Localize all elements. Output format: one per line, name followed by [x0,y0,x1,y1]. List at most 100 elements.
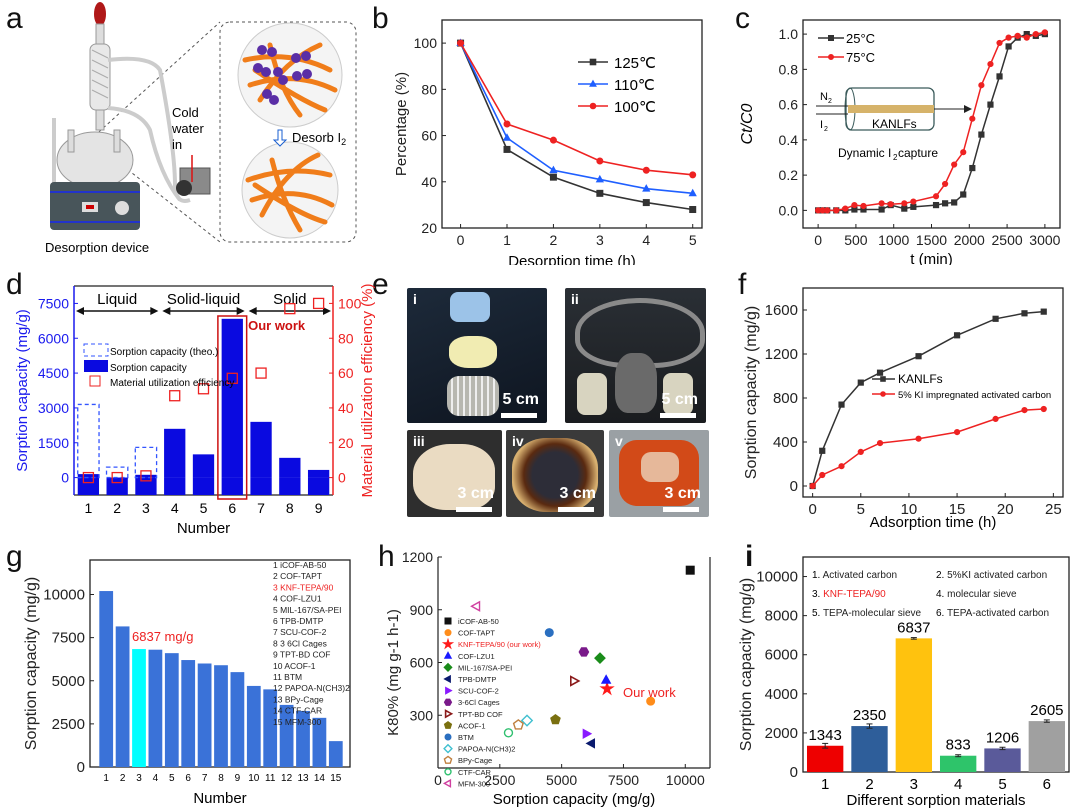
bar [181,660,196,767]
x-tick-label: 9 [315,500,323,516]
legend-item: 6. TEPA-activated carbon [936,608,1049,619]
bar [279,457,301,478]
arrow-head-icon [236,307,245,315]
y-tick-label: 2500 [52,716,85,733]
x-tick-label: 4 [153,773,159,784]
data-point [544,628,554,638]
y-tick-label: 0 [77,759,85,776]
x-axis-label: Number [177,520,230,537]
legend-item: 7 SCU-COF-2 [273,627,327,637]
data-point [838,401,845,408]
legend-item: 12 PAPOA-N(CH3)2 [273,683,350,693]
series-line [459,42,693,195]
x-tick-label: 5 [857,501,865,518]
legend-item: 11 BTM [273,672,302,682]
x-tick-label: 5000 [546,772,577,788]
legend-marker [589,102,597,110]
legend-item: 2. 5%KI activated carbon [936,570,1047,581]
data-point [1040,405,1047,413]
data-point [600,674,612,684]
zoom-line-top [89,21,221,141]
legend-num: 6. [936,608,947,619]
bar-base [307,477,330,495]
legend-item: 3. KNF-TEPA/90 [812,589,886,600]
y-axis-label: Material utilization efficiency (%) [359,284,376,498]
bar [1028,721,1066,772]
data-point [824,207,831,214]
inset-caption: Dynamic I [838,146,891,160]
data-point [809,482,816,490]
x-tick-label: 3 [910,776,918,793]
bar [197,663,212,767]
y-right-tick-label: 60 [338,365,354,381]
x-tick-label: 2 [120,773,126,784]
data-point [942,180,949,188]
legend-marker [444,709,454,719]
bar [164,653,179,767]
x-tick-label: 2 [550,232,558,248]
legend-label: 25°C [846,31,875,46]
x-axis-label: Adsorption time (h) [870,514,997,531]
legend-name: TEPA-molecular sieve [823,608,922,619]
legend-marker [828,54,834,60]
highlight-annotation: 6837 mg/g [132,629,193,644]
bar-base [135,477,157,495]
zoom-box [219,21,357,243]
y-tick-label: 10000 [756,569,798,586]
scale-label: 5 cm [661,391,698,408]
y-tick-label: 7500 [38,295,69,311]
series-line [811,310,1044,487]
x-axis-label: Sorption capacity (mg/g) [493,791,656,808]
efficiency-marker [226,372,238,384]
legend-marker [442,778,452,788]
bar [221,318,243,478]
legend-marker [444,768,452,776]
bar-value-label: 833 [946,737,971,754]
panel-label-d: d [6,268,23,301]
bar [132,649,146,767]
data-point [876,440,884,447]
data-point [932,193,940,200]
legend-item: 5. TEPA-molecular sieve [812,608,922,619]
data-point [595,174,605,183]
x-tick-label: 6 [1043,776,1051,793]
bar [192,454,215,478]
data-point [901,200,908,207]
efficiency-marker [169,390,181,402]
inset-caption-sub: 2 [893,153,898,162]
x-tick-label: 2500 [992,232,1023,248]
chart-f-adsorption-kinetics: 0 400 800 1200 1600 0 5 10 15 20 25 Adsorption time… [743,287,1064,531]
panel-label-e: e [372,268,389,301]
desorb-label: Desorb I2 [292,130,346,147]
series-1 [809,405,1047,490]
y-right-tick-label: 100 [338,295,362,311]
legend-swatch [84,360,108,372]
efficiency-marker [140,470,152,482]
y-axis-label: Sorption capacity (mg/g) [14,309,31,472]
legend-label: COF-TAPT [458,629,495,638]
x-tick-label: 10 [248,773,260,784]
legend-marker [445,686,453,695]
data-point [585,738,596,749]
data-point [833,207,840,214]
data-point [512,719,524,730]
bar [307,469,330,478]
legend-label: BTM [458,733,474,742]
data-point [642,184,651,192]
x-tick-label: 10000 [666,772,705,788]
theoretical-bar [105,466,129,479]
data-point [942,200,949,207]
y-tick-label: 600 [410,655,434,671]
photo-iv-used-filter: iv 3 cm [506,430,604,517]
legend-marker [589,79,597,87]
cold-water-line-1: Cold [172,105,199,120]
y-tick-label: 60 [421,128,437,144]
x-tick-label: 0 [434,772,442,788]
data-point [1014,32,1021,39]
efficiency-marker [82,471,95,484]
data-point [857,448,864,455]
y-tick-label: 1200 [765,346,798,363]
y-tick-label: 5000 [52,673,85,690]
data-point [978,82,985,89]
y-tick-label: 900 [410,602,434,618]
